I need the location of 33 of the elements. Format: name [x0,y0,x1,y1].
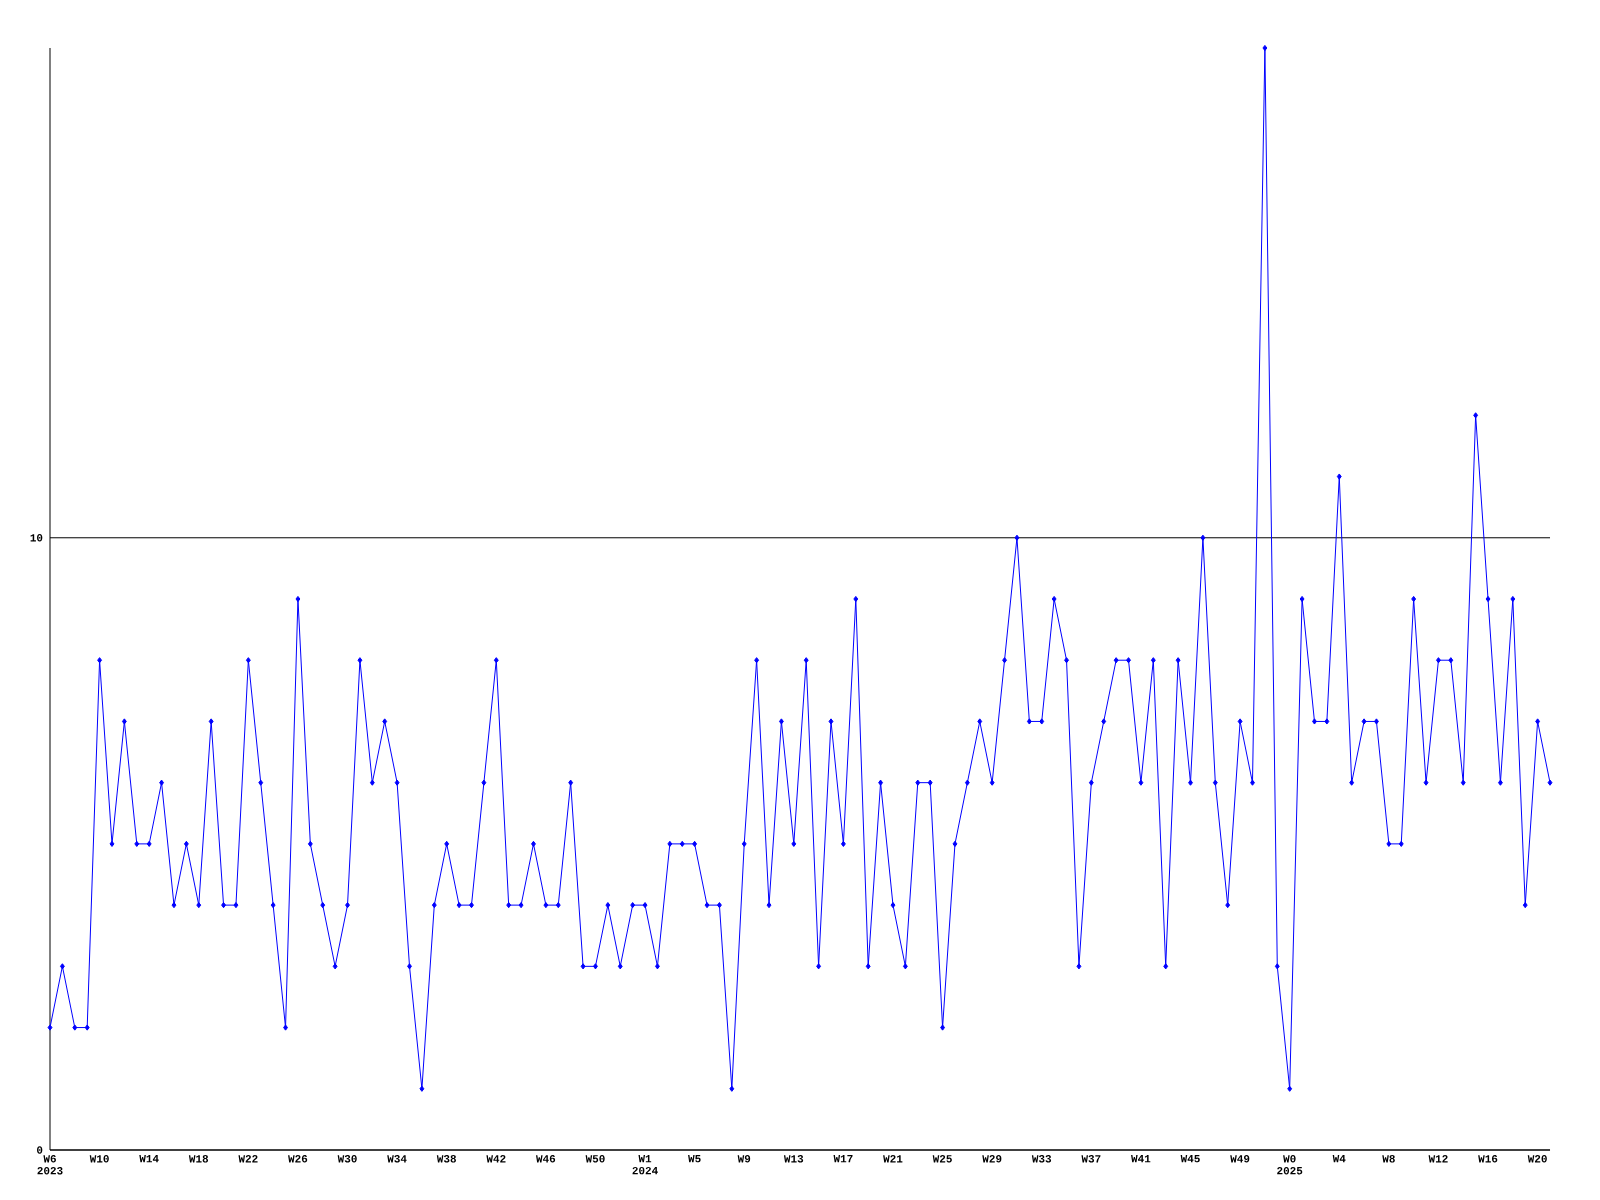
x-tick-label: W25 [932,1155,952,1163]
x-tick-label: W6 2023 [37,1155,63,1175]
y-tick-label: 10 [30,534,43,542]
x-tick-label: W14 [139,1155,159,1163]
x-tick-label: W46 [536,1155,556,1163]
x-tick-label: W22 [238,1155,258,1163]
x-tick-label: W38 [436,1155,456,1163]
x-tick-label: W9 [737,1155,751,1163]
x-tick-label: W12 [1428,1155,1448,1163]
x-tick-label: W20 [1527,1155,1547,1163]
x-tick-label: W5 [688,1155,701,1163]
x-tick-label: W17 [833,1155,853,1163]
x-tick-label: W0 2025 [1277,1155,1303,1175]
x-tick-label: W33 [1031,1155,1052,1163]
x-tick-label: W45 [1180,1155,1200,1163]
x-tick-label: W50 [585,1155,605,1163]
x-tick-label: W13 [783,1155,804,1163]
x-tick-label: W41 [1131,1155,1151,1163]
x-tick-label: W34 [387,1155,407,1163]
x-tick-label: W1 2024 [632,1155,658,1175]
x-tick-label: W8 [1382,1155,1395,1163]
x-tick-label: W18 [188,1155,209,1163]
x-tick-label: W21 [883,1155,903,1163]
x-tick-label: W49 [1230,1155,1250,1163]
x-tick-label: W10 [89,1155,109,1163]
x-tick-label: W37 [1081,1155,1101,1163]
y-tick-label: 0 [37,1146,43,1154]
x-tick-label: W42 [486,1155,506,1163]
x-tick-label: W30 [337,1155,357,1163]
x-tick-label: W29 [982,1155,1002,1163]
x-tick-label: W26 [288,1155,308,1163]
x-tick-label: W4 [1332,1155,1346,1163]
x-tick-label: W16 [1478,1155,1498,1163]
